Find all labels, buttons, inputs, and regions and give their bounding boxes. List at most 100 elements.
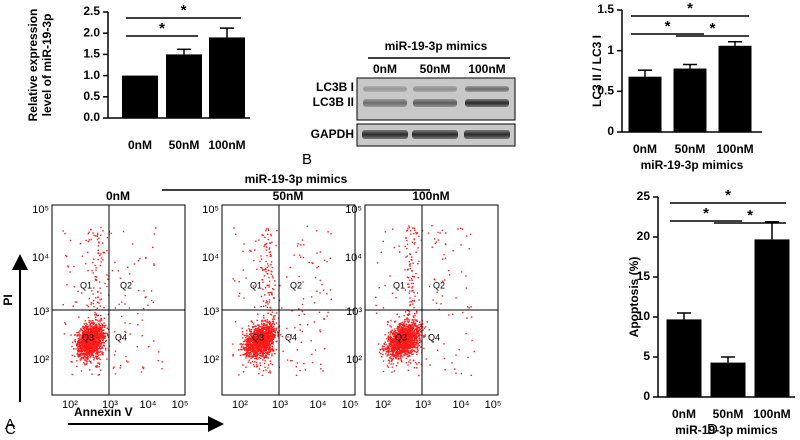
event-dot	[402, 345, 404, 347]
event-dot	[392, 347, 395, 349]
event-dot	[398, 316, 400, 318]
event-dot	[400, 326, 402, 328]
event-dot	[455, 372, 457, 374]
event-dot	[254, 325, 256, 327]
event-dot	[87, 269, 89, 272]
event-dot	[264, 327, 266, 329]
event-dot	[269, 347, 271, 349]
event-dot	[98, 374, 100, 376]
event-dot	[385, 343, 387, 346]
event-dot	[141, 319, 143, 321]
event-dot	[97, 332, 100, 335]
event-dot	[264, 320, 267, 322]
event-dot	[85, 344, 88, 347]
event-dot	[90, 340, 92, 342]
event-dot	[99, 321, 101, 323]
event-dot	[80, 346, 82, 349]
event-dot	[79, 344, 82, 346]
event-dot	[83, 346, 85, 348]
event-dot	[98, 357, 100, 359]
event-dot	[259, 345, 262, 347]
event-dot	[388, 362, 390, 364]
event-dot	[100, 328, 102, 330]
event-dot	[99, 340, 101, 343]
event-dot	[98, 343, 100, 345]
event-dot	[97, 328, 99, 331]
event-dot	[119, 277, 122, 280]
event-dot	[266, 343, 268, 345]
event-dot	[421, 326, 424, 328]
event-dot	[396, 350, 398, 352]
event-dot	[267, 338, 269, 340]
plot-title: 100nM	[412, 189, 449, 203]
event-dot	[73, 286, 75, 288]
event-dot	[269, 331, 271, 334]
event-dot	[413, 324, 415, 327]
event-dot	[99, 287, 101, 289]
event-dot	[81, 354, 83, 356]
event-dot	[404, 342, 406, 345]
event-dot	[268, 329, 271, 331]
event-dot	[264, 269, 266, 271]
significance-label: *	[703, 205, 709, 222]
event-dot	[96, 353, 99, 355]
event-dot	[88, 319, 90, 322]
event-dot	[80, 343, 83, 346]
event-dot	[245, 350, 247, 352]
event-dot	[263, 349, 266, 351]
event-dot	[96, 307, 98, 309]
event-dot	[266, 284, 268, 287]
event-dot	[409, 333, 411, 335]
event-dot	[414, 361, 417, 364]
event-dot	[389, 275, 391, 277]
event-dot	[425, 358, 427, 360]
event-dot	[407, 333, 409, 335]
event-dot	[414, 229, 416, 231]
event-dot	[320, 363, 322, 365]
event-dot	[400, 337, 402, 339]
event-dot	[127, 266, 129, 268]
event-dot	[268, 332, 270, 335]
event-dot	[391, 366, 393, 368]
bar	[754, 239, 790, 397]
event-dot	[240, 348, 242, 351]
event-dot	[88, 321, 90, 323]
event-dot	[75, 348, 77, 350]
event-dot	[102, 332, 105, 334]
event-dot	[101, 351, 103, 353]
event-dot	[406, 320, 409, 322]
event-dot	[76, 342, 79, 345]
event-dot	[265, 340, 267, 342]
event-dot	[265, 348, 267, 351]
event-dot	[125, 331, 127, 333]
event-dot	[417, 334, 419, 336]
event-dot	[410, 324, 412, 326]
event-dot	[77, 346, 79, 348]
event-dot	[251, 333, 254, 335]
event-dot	[257, 327, 260, 329]
event-dot	[414, 328, 417, 330]
event-dot	[82, 327, 84, 329]
event-dot	[248, 337, 250, 339]
event-dot	[86, 333, 88, 335]
event-dot	[120, 315, 123, 318]
event-dot	[232, 343, 234, 345]
event-dot	[317, 265, 320, 268]
event-dot	[255, 361, 258, 364]
event-dot	[93, 359, 95, 361]
event-dot	[90, 346, 92, 348]
event-dot	[293, 254, 295, 256]
event-dot	[269, 360, 271, 362]
event-dot	[247, 325, 250, 327]
event-dot	[73, 348, 75, 350]
event-dot	[258, 373, 260, 375]
event-dot	[87, 341, 89, 343]
event-dot	[89, 343, 91, 345]
event-dot	[76, 353, 78, 355]
event-dot	[99, 329, 101, 331]
event-dot	[77, 341, 80, 343]
event-dot	[273, 297, 275, 300]
event-dot	[253, 330, 256, 333]
event-dot	[85, 324, 87, 327]
event-dot	[277, 333, 279, 336]
